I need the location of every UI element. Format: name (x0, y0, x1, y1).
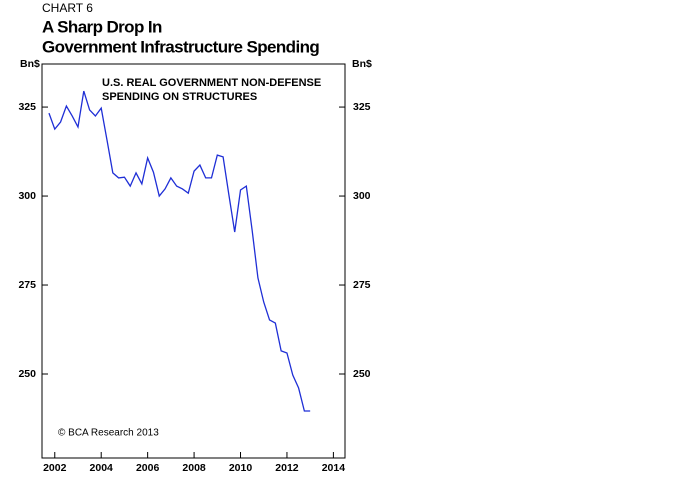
y2-tick-label: 275 (353, 279, 371, 291)
x-tick-label: 2008 (182, 462, 206, 474)
chart-label: CHART 6 (42, 1, 93, 15)
chart-title: Government Infrastructure Spending (42, 37, 319, 56)
x-tick-label: 2002 (43, 462, 67, 474)
x-tick-label: 2004 (90, 462, 114, 474)
y-tick-label: 250 (18, 368, 36, 380)
y2-tick-label: 300 (353, 190, 371, 202)
x-tick-label: 2006 (136, 462, 160, 474)
x-tick-label: 2014 (322, 462, 346, 474)
y-tick-label: 300 (18, 190, 36, 202)
x-tick-label: 2010 (229, 462, 253, 474)
plot-frame (41, 63, 346, 459)
y2-tick-label: 325 (353, 101, 371, 113)
source: © BCA Research 2013 (58, 428, 159, 439)
y-axis-label: Bn$ (20, 58, 40, 70)
y-tick-label: 275 (18, 279, 36, 291)
y-tick-label: 325 (18, 101, 36, 113)
annotation: U.S. REAL GOVERNMENT NON-DEFENSE (102, 77, 321, 89)
chart-title: A Sharp Drop In (42, 17, 162, 36)
y2-tick-label: 250 (353, 368, 371, 380)
x-tick-label: 2012 (275, 462, 299, 474)
y2-axis-label: Bn$ (352, 58, 372, 70)
data-line (48, 90, 311, 412)
annotation: SPENDING ON STRUCTURES (102, 91, 257, 103)
